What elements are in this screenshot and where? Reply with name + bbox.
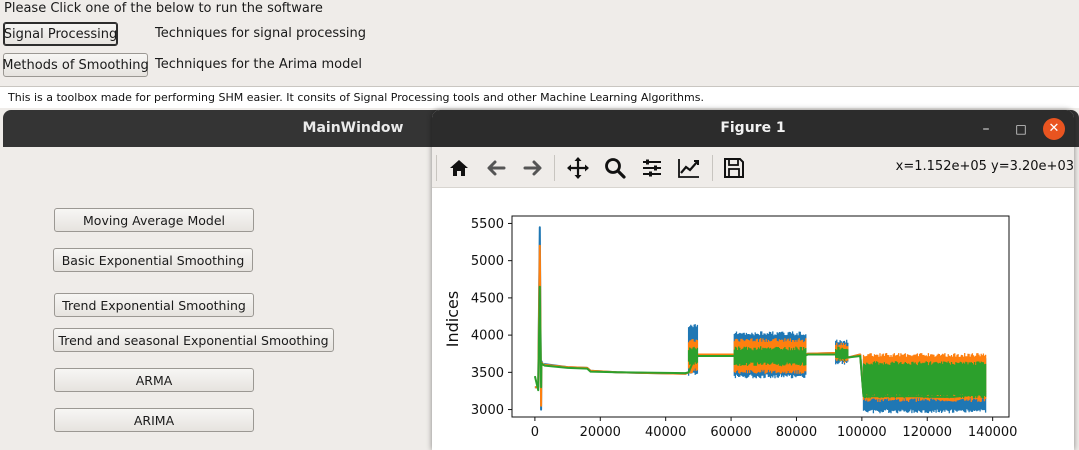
moving-average-model-button[interactable]: Moving Average Model xyxy=(54,208,254,232)
maximize-button[interactable]: □ xyxy=(1015,122,1027,136)
figure-window: Figure 1 – □ ✕ xyxy=(432,110,1074,450)
y-tick-label: 5500 xyxy=(471,217,504,232)
methods-of-smoothing-button[interactable]: Methods of Smoothing xyxy=(2,53,149,77)
edit-axis-icon[interactable] xyxy=(677,156,701,180)
trend-seasonal-exponential-smoothing-button[interactable]: Trend and seasonal Exponential Smoothing xyxy=(53,328,334,352)
main-window-title: MainWindow xyxy=(302,120,404,136)
info-text-box: This is a toolbox made for performing SH… xyxy=(0,86,1079,108)
plot-canvas[interactable]: 0 20000 40000 60000 80000 100000 120000 140000 3… xyxy=(432,188,1074,450)
x-tick-label: 60000 xyxy=(710,425,751,440)
toolbar-separator xyxy=(554,155,555,181)
y-tick-label: 5000 xyxy=(471,254,504,269)
x-tick-label: 20000 xyxy=(580,425,621,440)
series-3-noise-band xyxy=(835,346,849,361)
x-tick-label: 140000 xyxy=(968,425,1018,440)
y-tick-label: 3000 xyxy=(471,403,504,418)
plot-marks xyxy=(533,226,987,414)
configure-subplots-icon[interactable] xyxy=(640,156,664,180)
arma-button[interactable]: ARMA xyxy=(54,368,254,392)
x-tick-label: 40000 xyxy=(645,425,686,440)
basic-exponential-smoothing-button[interactable]: Basic Exponential Smoothing xyxy=(53,248,253,272)
toolbar-separator xyxy=(712,155,713,181)
y-tick-label: 3500 xyxy=(471,366,504,381)
pan-icon[interactable] xyxy=(566,156,590,180)
cursor-coordinates-readout: x=1.152e+05 y=3.20e+03 xyxy=(895,159,1074,174)
axes-frame xyxy=(511,215,1010,418)
figure-toolbar: x=1.152e+05 y=3.20e+03 xyxy=(432,147,1074,188)
close-button[interactable]: ✕ xyxy=(1043,118,1065,140)
series-3-noise-band xyxy=(862,361,987,399)
zoom-icon[interactable] xyxy=(603,156,627,180)
series-3-line xyxy=(533,285,987,398)
y-tick-label: 4000 xyxy=(471,329,504,344)
y-axis-label: Indices xyxy=(443,291,462,347)
signal-processing-description: Techniques for signal processing xyxy=(155,26,367,41)
figure-titlebar[interactable]: Figure 1 – □ ✕ xyxy=(432,110,1074,147)
home-icon[interactable] xyxy=(447,156,471,180)
x-tick-label: 80000 xyxy=(776,425,817,440)
signal-processing-button[interactable]: Signal Processing xyxy=(3,22,118,46)
back-arrow-icon[interactable] xyxy=(484,156,508,180)
figure-title: Figure 1 xyxy=(720,120,786,136)
toolbar-grip xyxy=(436,155,437,181)
x-tick-label: 120000 xyxy=(902,425,952,440)
methods-of-smoothing-description: Techniques for the Arima model xyxy=(155,57,362,72)
trend-exponential-smoothing-button[interactable]: Trend Exponential Smoothing xyxy=(54,293,254,317)
info-text: This is a toolbox made for performing SH… xyxy=(8,91,704,104)
forward-arrow-icon[interactable] xyxy=(521,156,545,180)
arima-button[interactable]: ARIMA xyxy=(54,408,254,432)
instruction-label: Please Click one of the below to run the… xyxy=(4,1,323,16)
minimize-button[interactable]: – xyxy=(982,121,990,137)
y-tick-label: 4500 xyxy=(471,291,504,306)
plot-axes: 0 20000 40000 60000 80000 100000 120000 140000 3… xyxy=(471,215,1018,440)
x-tick-label: 100000 xyxy=(837,425,887,440)
x-tick-label: 0 xyxy=(531,425,539,440)
save-icon[interactable] xyxy=(722,156,746,180)
series-group xyxy=(533,226,987,414)
